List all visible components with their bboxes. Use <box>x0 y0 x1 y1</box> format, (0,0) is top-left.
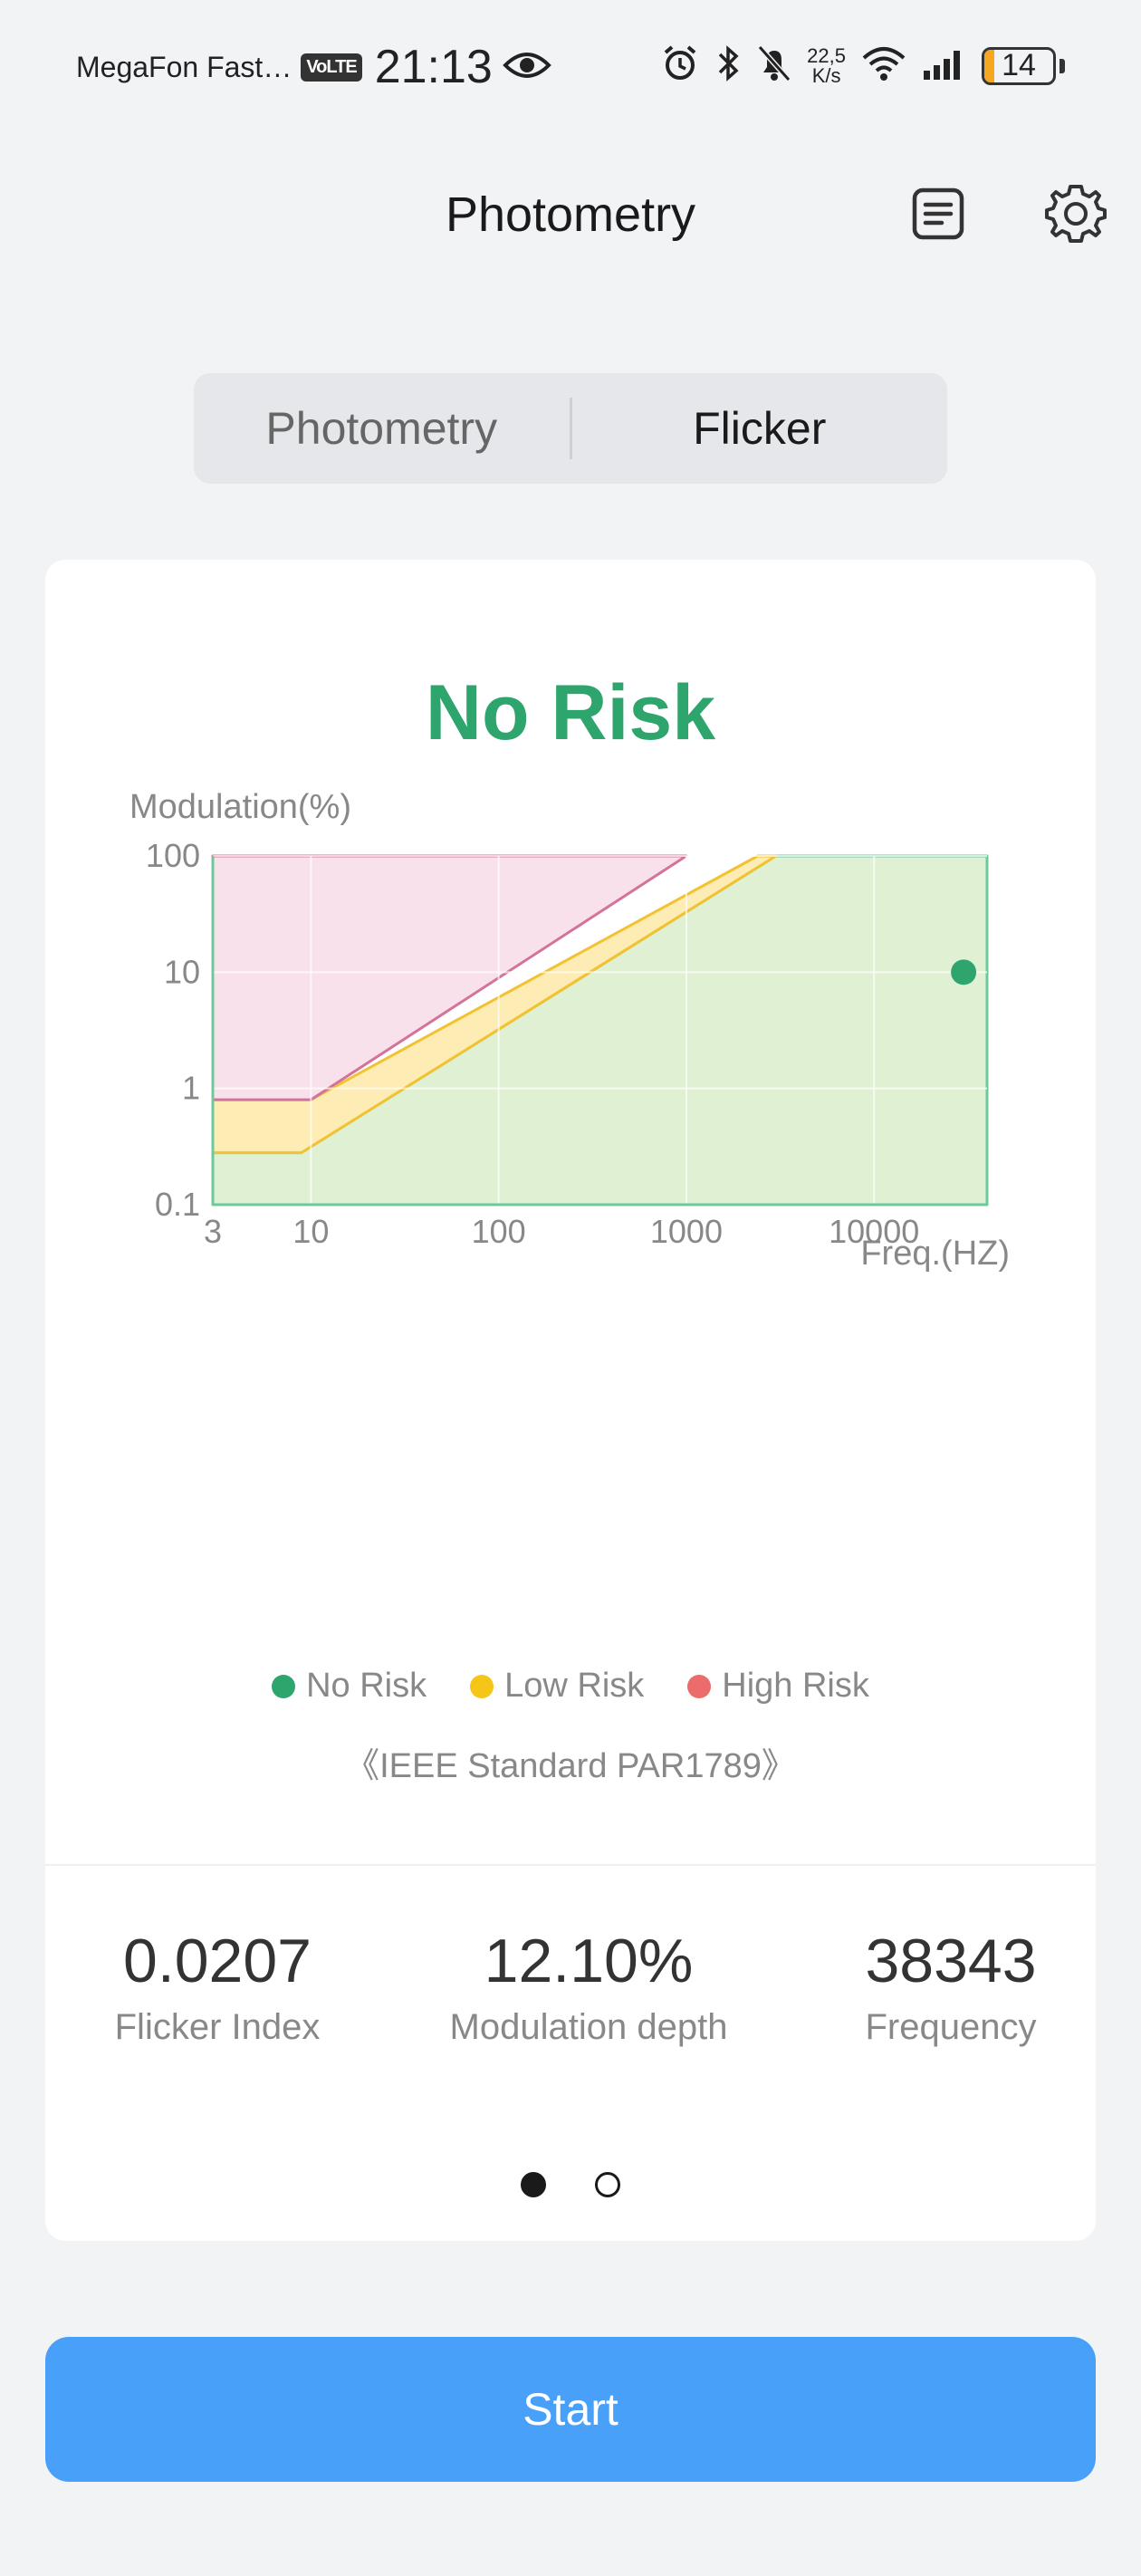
page-title: Photometry <box>445 187 696 242</box>
history-button[interactable] <box>906 183 971 248</box>
page-dot[interactable] <box>521 2172 546 2197</box>
legend-item-low-risk: Low Risk <box>470 1667 644 1706</box>
flicker-risk-chart: 3 10 100 1000 10000 100 10 1 0.1 Modulation(%) F… <box>129 788 1010 1273</box>
metric-label: Frequency <box>865 2007 1037 2047</box>
x-tick-label: 3 <box>204 1213 222 1250</box>
signal-icon <box>922 45 967 86</box>
tab-photometry[interactable]: Photometry <box>265 403 498 454</box>
x-tick-label: 10 <box>292 1213 329 1250</box>
chart-legend: No Risk Low Risk High Risk <box>45 1667 1096 1706</box>
flicker-card: No Risk 3 10 100 1000 10000 100 10 1 0.1 Modulat… <box>45 560 1096 2241</box>
tab-divider <box>569 398 572 459</box>
start-button[interactable]: Start <box>45 2337 1096 2482</box>
legend-label: High Risk <box>722 1667 869 1705</box>
y-tick-label: 100 <box>146 837 200 874</box>
wifi-icon <box>860 45 907 86</box>
card-divider <box>45 1864 1096 1866</box>
legend-item-high-risk: High Risk <box>687 1667 869 1706</box>
legend-dot <box>470 1674 494 1698</box>
document-list-icon <box>909 185 967 247</box>
bell-off-icon <box>756 43 792 88</box>
status-bar: MegaFon Fast… VoLTE 21:13 22,5 K/s 14 <box>0 0 1141 145</box>
metric-value: 0.0207 <box>123 1927 312 1995</box>
legend-label: Low Risk <box>504 1667 645 1705</box>
metric-flicker-index: 0.0207 Flicker Index <box>82 1926 353 2048</box>
y-tick-label: 1 <box>182 1070 200 1107</box>
volte-badge: VoLTE <box>301 53 362 82</box>
legend-item-no-risk: No Risk <box>272 1667 427 1706</box>
y-tick-label: 10 <box>164 953 200 990</box>
status-time: 21:13 <box>374 41 493 93</box>
chart-regions <box>211 854 989 1206</box>
metric-value: 12.10% <box>484 1927 694 1995</box>
bluetooth-icon <box>714 43 742 88</box>
tab-flicker[interactable]: Flicker <box>693 403 827 454</box>
network-speed: 22,5 K/s <box>807 43 846 87</box>
metric-modulation-depth: 12.10% Modulation depth <box>426 1926 752 2048</box>
battery-tip <box>1060 58 1065 73</box>
mode-tabs: Photometry Flicker <box>194 373 947 484</box>
status-right: 22,5 K/s 14 <box>660 43 1065 88</box>
x-axis-label: Freq.(HZ) <box>860 1235 1010 1273</box>
risk-status: No Risk <box>425 669 716 756</box>
metric-label: Flicker Index <box>114 2007 321 2047</box>
metric-label: Modulation depth <box>449 2007 728 2047</box>
chart-grid <box>213 855 987 1205</box>
chart-ticks: 3 10 100 1000 10000 100 10 1 0.1 <box>146 837 919 1250</box>
legend-label: No Risk <box>306 1667 427 1705</box>
eye-icon <box>502 49 552 86</box>
carrier-name: MegaFon Fast… <box>76 50 292 83</box>
chart-axes <box>211 856 987 1206</box>
status-left: MegaFon Fast… VoLTE 21:13 <box>76 40 552 94</box>
x-tick-label: 100 <box>472 1213 526 1250</box>
page-indicator <box>45 2172 1096 2197</box>
battery-fill <box>984 49 994 82</box>
page-dot[interactable] <box>595 2172 620 2197</box>
y-tick-label: 0.1 <box>155 1186 200 1223</box>
measurement-point <box>951 959 977 985</box>
x-tick-label: 10000 <box>829 1213 919 1250</box>
metric-frequency: 38343 Frequency <box>842 1926 1060 2048</box>
legend-dot <box>687 1674 712 1698</box>
settings-button[interactable] <box>1043 183 1108 248</box>
y-axis-label: Modulation(%) <box>129 788 351 826</box>
battery-icon: 14 <box>982 46 1056 85</box>
chart-points <box>951 959 977 985</box>
net-speed-value: 22,5 <box>807 43 846 67</box>
alarm-icon <box>660 43 700 88</box>
standard-reference: 《IEEE Standard PAR1789》 <box>345 1747 796 1785</box>
battery-level: 14 <box>1002 48 1036 82</box>
legend-dot <box>272 1674 296 1698</box>
net-speed-unit: K/s <box>811 63 841 87</box>
app-header: Photometry <box>0 163 1141 263</box>
x-tick-label: 1000 <box>650 1213 723 1250</box>
metric-value: 38343 <box>865 1927 1037 1995</box>
gear-icon <box>1043 181 1108 251</box>
